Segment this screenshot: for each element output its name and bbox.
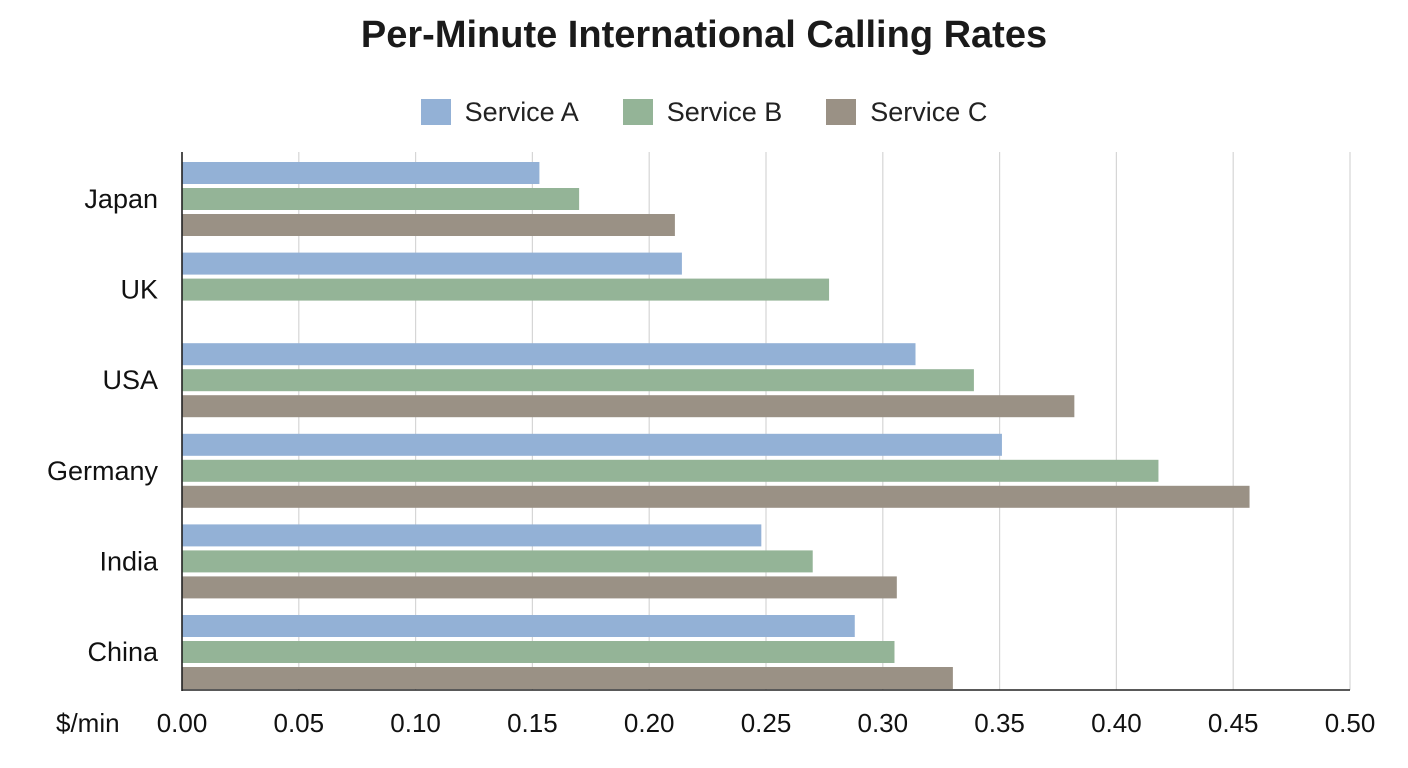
x-tick-label-0-35: 0.35 [974,708,1025,738]
axes [181,152,1350,691]
bar-usa-service-c [182,395,1075,418]
x-tick-label-0-25: 0.25 [741,708,792,738]
legend-label-service-b: Service B [666,96,783,127]
x-tick-label-0-05: 0.05 [273,708,324,738]
bar-india-service-c [182,576,897,599]
legend-swatch-service-c [826,99,857,125]
category-label-china: China [87,637,159,667]
x-tick-label-0-50: 0.50 [1325,708,1376,738]
x-tick-label-0-15: 0.15 [507,708,558,738]
legend-item-service-b: Service B [622,96,783,128]
x-tick-label-0-10: 0.10 [390,708,441,738]
bar-japan-service-c [182,214,675,236]
x-tick-label-0-20: 0.20 [624,708,675,738]
legend-label-service-a: Service A [464,96,579,127]
category-label-usa: USA [102,365,158,395]
bar-usa-service-a [182,343,916,366]
category-label-japan: Japan [84,184,158,214]
bar-uk-service-b [182,278,830,301]
legend-item-service-c: Service C [826,97,987,128]
bar-china-service-a [182,615,855,637]
x-tick-label-0-00: 0.00 [157,708,208,738]
category-label-india: India [99,546,159,576]
axis-labels: 0.00 0.05 0.10 0.15 0.20 0.25 0.30 0.35 0.40 0.45… [47,184,1375,738]
x-tick-label-0-45: 0.45 [1208,708,1259,738]
bar-japan-service-b [182,188,580,210]
bar-china-service-b [182,641,895,663]
bar-germany-service-b [182,459,1159,482]
bar-china-service-c [182,667,953,689]
bar-india-service-a [182,524,762,547]
legend-swatch-service-b [622,99,653,125]
category-label-uk: UK [120,275,158,305]
x-axis-unit-label: $/min [56,708,120,738]
legend-item-service-a: Service A [420,96,579,128]
category-label-germany: Germany [47,456,159,486]
x-tick-label-0-40: 0.40 [1091,708,1142,738]
bar-usa-service-b [182,369,974,392]
bar-germany-service-c [182,485,1250,508]
bar-japan-service-a [182,162,540,184]
legend-swatch-service-a [420,99,451,125]
chart-title: Per-Minute International Calling Rates [360,14,1048,56]
bars [182,162,1250,689]
legend: Service A Service B Service C [0,92,1408,132]
bar-uk-service-a [182,252,682,275]
bar-germany-service-a [182,433,1002,456]
grid-lines [298,152,1351,690]
x-tick-label-0-30: 0.30 [857,708,908,738]
bar-india-service-b [182,550,813,573]
legend-label-service-c: Service C [870,96,988,127]
